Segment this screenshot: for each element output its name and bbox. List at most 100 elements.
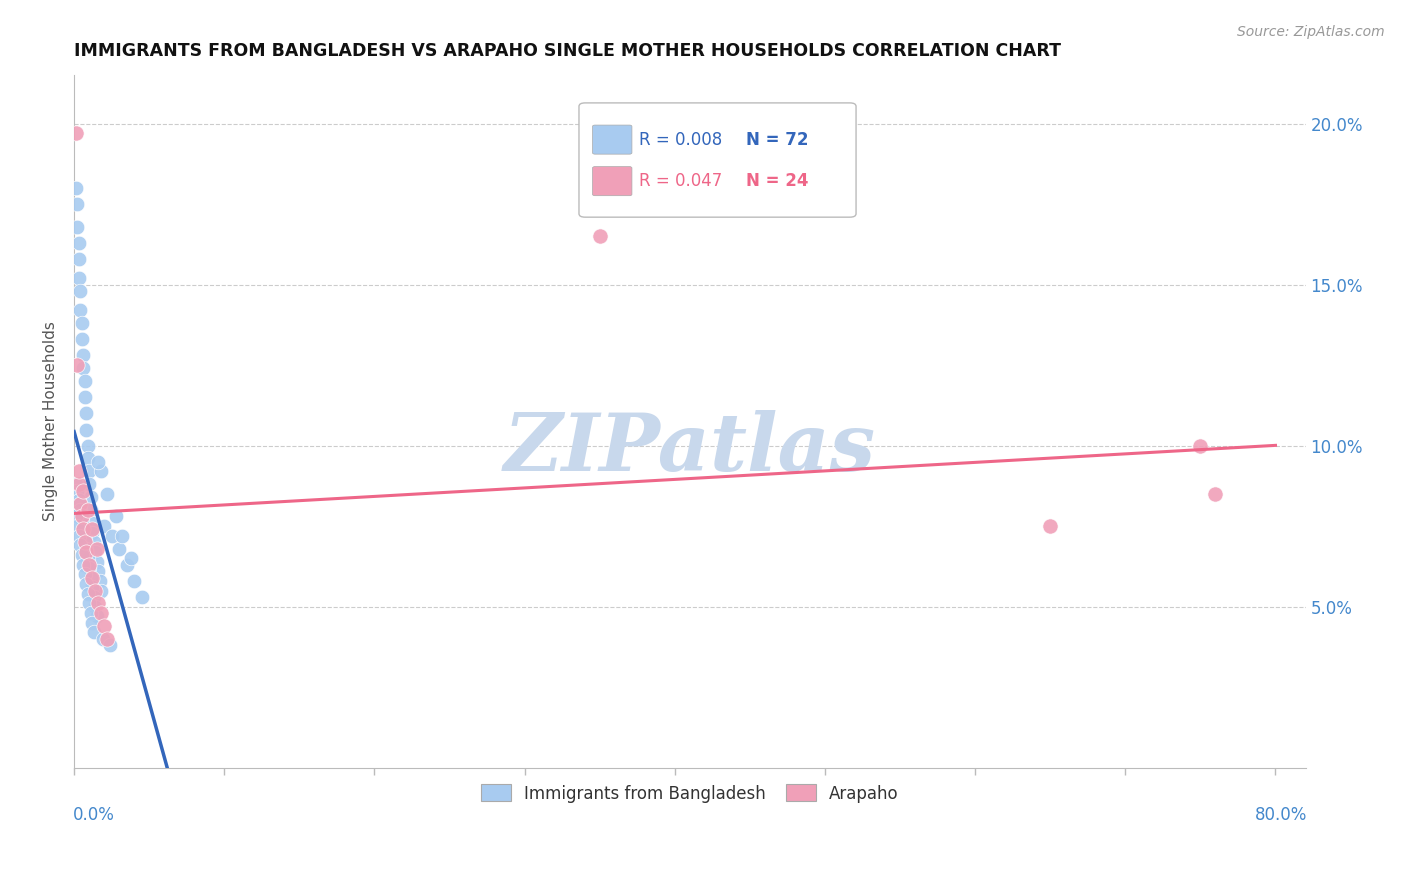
Point xyxy=(89,574,111,588)
Point xyxy=(82,580,104,594)
Point xyxy=(1189,439,1212,453)
Point xyxy=(76,551,98,566)
Point xyxy=(120,551,142,566)
Point xyxy=(65,181,87,195)
Point xyxy=(79,606,101,620)
Point xyxy=(87,596,110,610)
Point xyxy=(76,439,98,453)
Point xyxy=(75,423,97,437)
Point xyxy=(75,545,97,559)
Point xyxy=(70,509,93,524)
Point xyxy=(76,503,98,517)
Point xyxy=(66,358,89,372)
Point xyxy=(115,558,138,572)
Point xyxy=(90,464,112,478)
Point xyxy=(70,316,93,330)
Y-axis label: Single Mother Households: Single Mother Households xyxy=(44,321,58,522)
Text: N = 24: N = 24 xyxy=(747,172,808,190)
Point xyxy=(72,522,94,536)
Point xyxy=(122,574,145,588)
Point xyxy=(93,619,115,633)
Point xyxy=(72,348,94,362)
Point xyxy=(82,615,104,630)
Point xyxy=(77,464,100,478)
Point xyxy=(100,529,122,543)
Point xyxy=(72,483,94,498)
Point xyxy=(66,219,89,234)
Point xyxy=(72,361,94,376)
Point xyxy=(77,558,100,572)
Point xyxy=(84,583,107,598)
Point xyxy=(83,625,105,640)
Point xyxy=(93,519,115,533)
FancyBboxPatch shape xyxy=(579,103,856,217)
Point xyxy=(77,561,100,575)
Point xyxy=(87,564,110,578)
Point xyxy=(77,596,100,610)
Point xyxy=(66,483,89,498)
Point xyxy=(86,609,108,624)
Point xyxy=(67,477,90,491)
Point xyxy=(67,529,90,543)
Legend: Immigrants from Bangladesh, Arapaho: Immigrants from Bangladesh, Arapaho xyxy=(474,778,905,809)
Text: N = 72: N = 72 xyxy=(747,130,808,149)
Text: R = 0.047: R = 0.047 xyxy=(640,172,723,190)
Point xyxy=(96,632,118,646)
Point xyxy=(79,571,101,585)
Point xyxy=(69,497,91,511)
Point xyxy=(86,541,108,556)
Point xyxy=(111,529,134,543)
Point xyxy=(72,522,94,536)
Point xyxy=(69,303,91,318)
Point xyxy=(79,490,101,504)
Point xyxy=(82,571,104,585)
Point xyxy=(82,522,104,536)
Point xyxy=(75,577,97,591)
Point xyxy=(79,503,101,517)
Point xyxy=(73,535,96,549)
Point xyxy=(589,229,612,244)
Point xyxy=(84,545,107,559)
Point xyxy=(131,590,153,604)
Point xyxy=(76,587,98,601)
Point xyxy=(90,583,112,598)
Point xyxy=(86,555,108,569)
Point xyxy=(66,197,89,211)
Point xyxy=(96,487,118,501)
Point xyxy=(83,535,105,549)
Point xyxy=(91,632,114,646)
Point xyxy=(70,332,93,346)
Point xyxy=(67,252,90,266)
Point xyxy=(65,509,87,524)
Point xyxy=(82,516,104,530)
Point xyxy=(73,532,96,546)
Point xyxy=(65,477,87,491)
Point xyxy=(1039,519,1062,533)
Point xyxy=(90,606,112,620)
Point xyxy=(70,513,93,527)
Point xyxy=(75,541,97,556)
Point xyxy=(77,477,100,491)
Point xyxy=(98,638,121,652)
Point xyxy=(69,284,91,298)
Point xyxy=(84,599,107,614)
Text: R = 0.008: R = 0.008 xyxy=(640,130,723,149)
Point xyxy=(108,541,131,556)
Point xyxy=(67,464,90,478)
Text: IMMIGRANTS FROM BANGLADESH VS ARAPAHO SINGLE MOTHER HOUSEHOLDS CORRELATION CHART: IMMIGRANTS FROM BANGLADESH VS ARAPAHO SI… xyxy=(75,42,1062,60)
Point xyxy=(73,567,96,582)
Point xyxy=(76,451,98,466)
Text: 80.0%: 80.0% xyxy=(1254,805,1306,824)
Point xyxy=(83,590,105,604)
Point xyxy=(73,390,96,404)
Point xyxy=(65,126,87,140)
Point xyxy=(67,271,90,285)
Text: Source: ZipAtlas.com: Source: ZipAtlas.com xyxy=(1237,25,1385,39)
Point xyxy=(69,503,91,517)
Point xyxy=(82,525,104,540)
Point xyxy=(72,558,94,572)
Text: ZIPatlas: ZIPatlas xyxy=(503,410,876,488)
Point xyxy=(70,548,93,562)
Text: 0.0%: 0.0% xyxy=(73,805,115,824)
Point xyxy=(1204,487,1226,501)
